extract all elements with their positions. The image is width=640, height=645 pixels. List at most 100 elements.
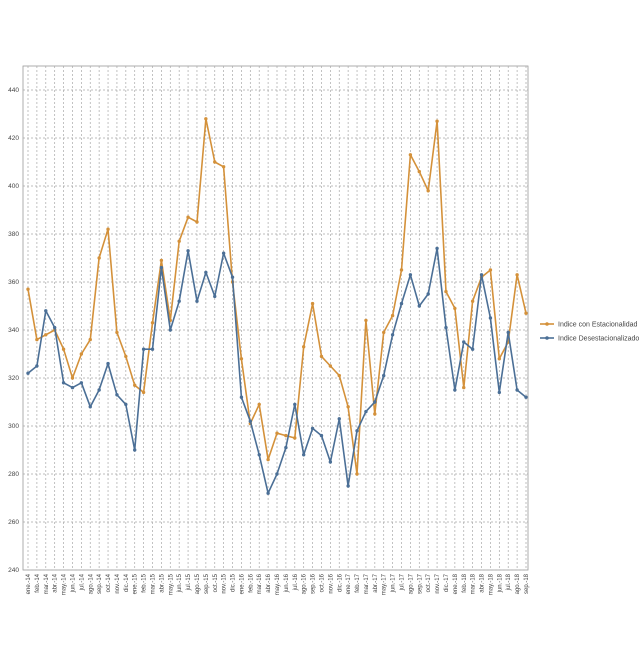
data-point [382, 330, 386, 335]
data-point [426, 189, 430, 193]
x-tick-label: jun.-15 [177, 573, 183, 593]
legend-label: Indice con Estacionalidad [558, 322, 637, 329]
data-point [266, 457, 270, 462]
x-tick-label: may.-18 [488, 573, 494, 595]
data-point [293, 436, 297, 440]
data-point [221, 251, 226, 255]
data-point [319, 433, 324, 438]
data-point [319, 354, 324, 359]
data-point [133, 448, 137, 452]
y-tick-label: 340 [8, 327, 19, 334]
data-point [399, 268, 404, 272]
x-tick-label: mar.-15 [151, 573, 157, 594]
data-point [195, 220, 199, 224]
series-line-1 [27, 118, 527, 475]
x-tick-label: abr.-16 [266, 573, 272, 592]
data-point [275, 431, 279, 435]
x-tick-label: sep.-15 [204, 573, 210, 594]
data-point [257, 453, 261, 457]
data-point [230, 275, 235, 279]
data-point [35, 364, 39, 368]
data-point [470, 347, 475, 351]
y-tick-label: 380 [8, 231, 19, 238]
x-tick-label: jul.-16 [293, 573, 299, 591]
plot-frame [22, 65, 529, 571]
x-tick-label: jul.-18 [506, 573, 512, 591]
data-point [35, 337, 39, 342]
data-point [488, 316, 493, 320]
x-tick-label: ene.-14 [26, 573, 32, 594]
x-tick-label: dic.-14 [124, 573, 130, 592]
data-point [150, 347, 155, 351]
x-tick-label: feb.-15 [142, 573, 148, 592]
x-tick-label: ago.-14 [88, 573, 94, 594]
data-point [248, 419, 253, 423]
data-point [44, 333, 48, 337]
data-point [26, 371, 30, 375]
y-tick-label: 240 [8, 567, 19, 574]
data-point [159, 258, 164, 263]
x-tick-label: sep.-14 [97, 573, 103, 594]
x-tick-label: may.-17 [382, 573, 388, 595]
data-point [355, 472, 359, 476]
data-point [195, 299, 199, 303]
data-point [177, 299, 181, 303]
x-tick-label: jun.-17 [391, 573, 397, 593]
y-tick-label: 260 [8, 519, 19, 526]
data-point [106, 361, 110, 366]
data-point [213, 294, 217, 299]
x-tick-label: jul.-17 [400, 573, 406, 591]
data-point [390, 313, 395, 318]
x-tick-label: mar.-16 [257, 573, 263, 594]
data-point [115, 393, 119, 397]
legend-swatch-marker [545, 336, 549, 340]
data-point [426, 292, 430, 296]
x-tick-label: ene.-16 [239, 573, 245, 594]
x-tick-label: ago.-15 [195, 573, 201, 594]
x-tick-label: ene.-18 [453, 573, 459, 594]
x-tick-label: feb.-14 [35, 573, 41, 592]
data-point [515, 273, 519, 277]
x-tick-label: may.-16 [275, 573, 281, 595]
data-point [186, 215, 190, 219]
x-tick-label: feb.-16 [248, 573, 254, 592]
y-tick-label: 300 [8, 423, 19, 430]
x-tick-label: jul.-14 [79, 573, 85, 591]
data-point [390, 333, 395, 337]
data-point [124, 354, 128, 359]
data-point [346, 484, 350, 488]
data-point [364, 318, 368, 323]
data-point [444, 289, 448, 294]
data-point [70, 376, 75, 380]
x-tick-label: may.-14 [62, 573, 68, 595]
data-point [204, 270, 208, 275]
data-point [52, 325, 57, 330]
data-point [284, 433, 288, 438]
x-tick-label: abr.-15 [159, 573, 165, 592]
x-tick-label: jun.-18 [497, 573, 503, 593]
data-point [239, 395, 244, 399]
x-tick-label: ene.-15 [133, 573, 139, 594]
x-tick-label: dic.-16 [337, 573, 343, 592]
data-point [257, 402, 261, 407]
x-tick-label: nov.-15 [222, 573, 228, 593]
x-tick-label: abr.-14 [53, 573, 59, 592]
x-tick-label: jun.-16 [284, 573, 290, 593]
x-tick-label: may.-15 [168, 573, 174, 595]
data-point [26, 287, 30, 291]
data-point [346, 405, 350, 409]
x-tick-label: mar.-14 [44, 573, 50, 594]
y-tick-label: 440 [8, 87, 19, 94]
data-point [239, 357, 244, 361]
x-tick-label: oct.-16 [319, 573, 325, 592]
x-tick-label: ene.-17 [346, 573, 352, 594]
data-point [462, 385, 466, 390]
data-point [417, 169, 421, 174]
data-point [453, 306, 457, 311]
data-point [61, 381, 66, 385]
data-point [462, 340, 466, 344]
data-point [310, 426, 315, 431]
data-point [266, 491, 270, 495]
x-tick-label: oct.-17 [426, 573, 432, 592]
